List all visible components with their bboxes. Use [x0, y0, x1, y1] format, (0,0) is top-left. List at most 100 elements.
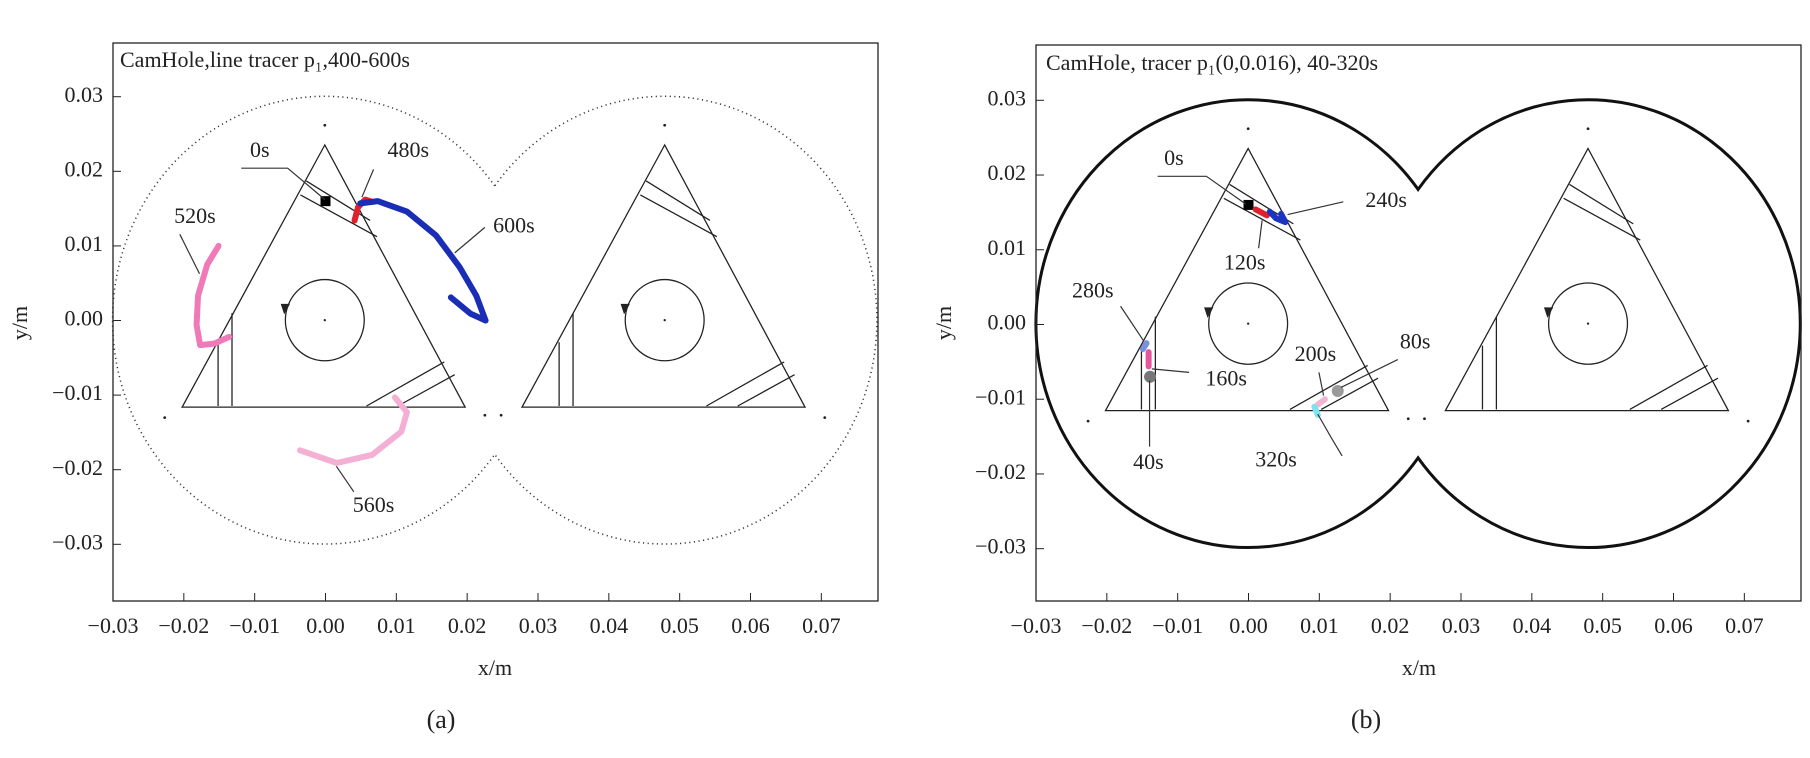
time-label: 280s [1072, 277, 1114, 302]
tracer-marker [1331, 385, 1344, 398]
leader-line [361, 169, 375, 198]
leader-line [1317, 413, 1343, 457]
dot [823, 416, 827, 419]
y-tick-label: 0.01 [988, 235, 1027, 260]
plot-frame [112, 42, 879, 602]
y-tick-label: 0.02 [65, 156, 104, 181]
x-tick-label: 0.07 [1725, 613, 1764, 638]
leader-line [1120, 305, 1145, 342]
center-dot [663, 319, 666, 322]
rotation-circle [624, 278, 705, 362]
x-tick-label: 0.06 [731, 613, 770, 638]
x-tick-label: 0.01 [377, 613, 416, 638]
x-tick-label: −0.01 [229, 613, 280, 638]
dot [163, 416, 167, 419]
time-label: 160s [1205, 366, 1247, 391]
leader-line [1287, 201, 1344, 216]
rotation-circle [284, 278, 365, 362]
y-tick-label: 0.01 [65, 231, 104, 256]
rotor [520, 143, 807, 408]
leader-line [454, 226, 486, 254]
slot [300, 194, 378, 238]
plot-frame [1035, 44, 1802, 602]
tracer-path [357, 198, 489, 324]
y-tick-label: −0.03 [975, 534, 1026, 559]
slot [645, 180, 711, 221]
x-tick-label: 0.04 [590, 613, 629, 638]
x-tick-label: 0.00 [306, 613, 345, 638]
time-label: 320s [1255, 447, 1297, 472]
y-tick-label: −0.01 [975, 384, 1026, 409]
x-axis-label: x/m [478, 655, 512, 680]
rotation-arrow [620, 303, 630, 315]
rotors [163, 123, 827, 419]
leader-line [179, 234, 201, 275]
x-tick-label: −0.03 [1011, 613, 1062, 638]
y-tick-label: −0.02 [52, 455, 103, 480]
y-tick-label: −0.02 [975, 459, 1026, 484]
leader-line [241, 167, 326, 200]
x-tick-label: 0.03 [1442, 613, 1481, 638]
tracer-path [297, 394, 410, 466]
y-tick-label: 0.02 [988, 160, 1027, 185]
time-label: 120s [1224, 250, 1266, 275]
leader-line [1258, 220, 1263, 249]
panel-caption: (b) [1351, 705, 1381, 734]
leader-line [1157, 175, 1247, 205]
x-tick-label: −0.02 [158, 613, 209, 638]
dot [499, 413, 503, 417]
time-label: 480s [388, 137, 430, 162]
leader-line [1151, 368, 1190, 373]
y-axis-label: y/m [7, 306, 32, 340]
slot [737, 374, 795, 407]
time-label: 240s [1365, 187, 1407, 212]
tracer-marker [320, 196, 331, 207]
x-tick-label: 0.02 [1371, 613, 1410, 638]
slot [397, 374, 456, 407]
chamber-outline [111, 95, 878, 545]
leader-line [1318, 372, 1325, 396]
time-label: 0s [1164, 145, 1184, 170]
y-axis-label: y/m [931, 306, 956, 340]
x-tick-label: 0.01 [1300, 613, 1339, 638]
time-label: 600s [493, 212, 535, 237]
x-tick-label: −0.02 [1081, 613, 1132, 638]
center-dot [323, 319, 326, 322]
y-tick-label: 0.03 [65, 82, 104, 107]
leader-line [1340, 359, 1399, 388]
tracer-marker [1243, 199, 1254, 210]
slot [366, 361, 445, 407]
x-tick-label: 0.06 [1654, 613, 1693, 638]
geometry [111, 95, 1802, 549]
rotation-arrow [280, 303, 290, 315]
x-tick-label: −0.01 [1152, 613, 1203, 638]
tracer-path [1139, 340, 1150, 353]
rotor [181, 143, 467, 408]
chamber-outline [1034, 98, 1802, 549]
x-tick-label: 0.04 [1513, 613, 1552, 638]
x-axis-label: x/m [1402, 655, 1436, 680]
y-tick-label: −0.03 [52, 529, 103, 554]
time-label: 0s [250, 137, 270, 162]
x-tick-label: −0.03 [88, 613, 139, 638]
y-tick-label: 0.03 [988, 85, 1027, 110]
dot [663, 123, 667, 127]
x-tick-label: 0.05 [1583, 613, 1622, 638]
x-tick-label: 0.00 [1229, 613, 1268, 638]
tracer-path [1252, 206, 1270, 219]
chart-title: CamHole, tracer p₁(0,0.016), 40-320s [1046, 50, 1378, 75]
x-tick-label: 0.02 [448, 613, 487, 638]
tracer-path [193, 242, 233, 349]
y-tick-label: 0.00 [988, 310, 1027, 335]
time-label: 520s [174, 203, 216, 228]
time-label: 40s [1133, 449, 1164, 474]
time-label: 200s [1295, 341, 1337, 366]
slot [706, 361, 785, 407]
tracer-path [1311, 403, 1321, 418]
time-label: 80s [1400, 328, 1431, 353]
tracer-path [1314, 396, 1328, 408]
dot [483, 413, 487, 417]
time-label: 560s [353, 492, 395, 517]
leader-line [335, 465, 355, 493]
